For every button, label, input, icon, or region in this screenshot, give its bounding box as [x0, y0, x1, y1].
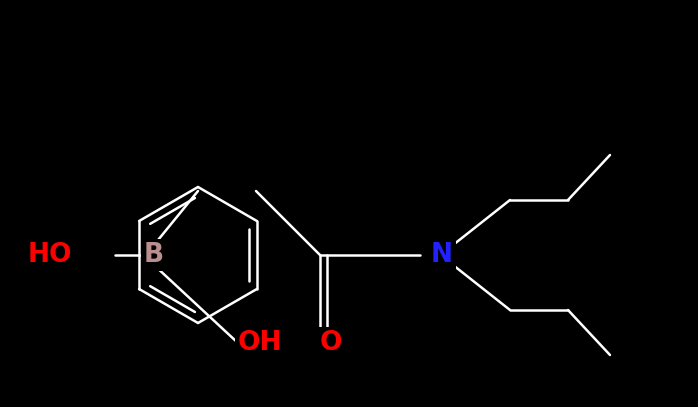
- Text: B: B: [144, 242, 164, 268]
- Text: OH: OH: [238, 330, 283, 356]
- Text: N: N: [431, 242, 453, 268]
- Text: HO: HO: [28, 242, 73, 268]
- Text: O: O: [320, 330, 343, 356]
